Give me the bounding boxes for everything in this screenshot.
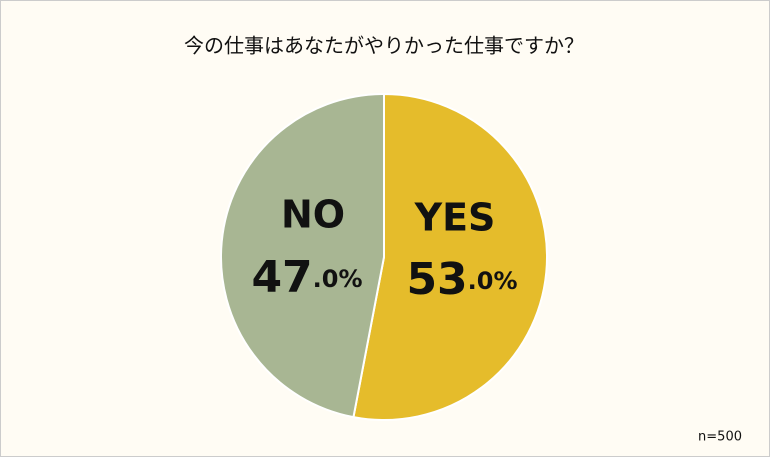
value-label: 53.0% — [406, 254, 517, 305]
slice-label: YES — [414, 196, 496, 240]
value-label: 47.0% — [251, 252, 362, 303]
sample-note: n=500 — [698, 430, 742, 445]
pie — [220, 92, 548, 421]
slice-label: NO — [281, 193, 345, 237]
pie-slice — [352, 92, 548, 421]
chart-title: 今の仕事はあなたがやりかった仕事ですか？ — [184, 34, 584, 58]
pie-slice — [220, 92, 385, 419]
